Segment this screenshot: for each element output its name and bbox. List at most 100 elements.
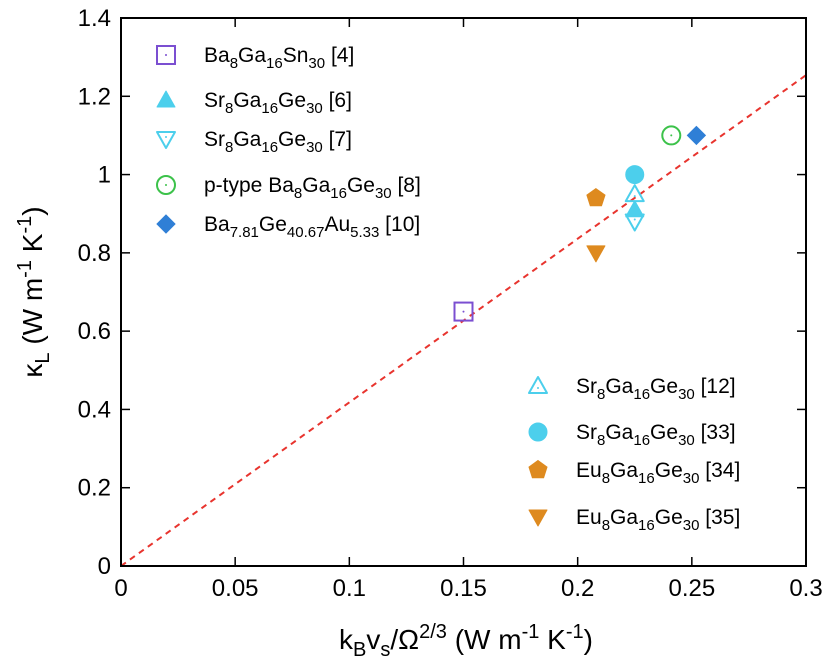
legend-label-8: Eu8Ga16Ge30 [35] (576, 506, 740, 534)
subscript: 30 (306, 139, 323, 156)
marker-shape (624, 184, 645, 203)
marker-shape (156, 175, 176, 195)
data-point-3-0 (661, 125, 682, 146)
legend-marker-7 (528, 459, 548, 479)
text-run: Ga (610, 459, 638, 482)
marker-shape (156, 131, 176, 149)
legend-label-6: Sr8Ga16Ge30 [33] (576, 421, 736, 449)
subscript: 30 (683, 517, 700, 534)
data-point-1-0 (625, 200, 645, 218)
subscript: 16 (638, 517, 655, 534)
marker-shape (528, 376, 548, 394)
text-run: Eu (576, 506, 602, 529)
text-run: Ga (610, 506, 638, 529)
subscript: 30 (683, 470, 700, 487)
x-tick-label: 0.15 (440, 575, 487, 602)
subscript: 8 (602, 470, 610, 487)
legend-marker-1 (156, 90, 176, 108)
text-run: [10] (379, 213, 420, 236)
text-run: Ga (233, 89, 261, 112)
marker-shape (453, 301, 474, 322)
subscript: 16 (633, 386, 650, 403)
legend-marker-6 (528, 422, 548, 442)
superscript: -1 (522, 621, 540, 643)
subscript: 8 (225, 139, 233, 156)
marker-shape (528, 459, 548, 479)
subscript: 30 (308, 55, 325, 72)
text-run: [4] (325, 44, 354, 67)
text-run: Ba (204, 213, 230, 236)
text-run: Ge (278, 89, 306, 112)
x-axis-title: kBvs/Ω2/3 (W m-1 K-1) (339, 621, 593, 661)
marker-shape (625, 200, 645, 218)
text-run: K (17, 233, 48, 260)
subscript: 5.33 (350, 224, 379, 241)
y-tick-label: 0.2 (78, 475, 111, 502)
y-tick-label: 0 (98, 553, 111, 580)
subscript: 8 (294, 185, 302, 202)
legend-label-4: Ba7.81Ge40.67Au5.33 [10] (204, 213, 420, 241)
marker-shape (528, 422, 548, 442)
marker-shape (661, 125, 682, 146)
y-tick-label: 0.4 (78, 396, 111, 423)
text-run: Ba (204, 44, 230, 67)
legend-marker-2 (156, 131, 176, 149)
text-run: [12] (695, 375, 736, 398)
subscript: 8 (597, 432, 605, 449)
x-tick-label: 0.2 (561, 575, 594, 602)
text-run: [35] (699, 506, 740, 529)
text-run: v (366, 624, 380, 655)
marker-shape (156, 214, 176, 234)
text-run: K (539, 624, 566, 655)
legend-label-5: Sr8Ga16Ge30 [12] (576, 375, 736, 403)
subscript: 30 (678, 432, 695, 449)
subscript: 30 (375, 185, 392, 202)
y-tick-label: 1.4 (78, 5, 111, 32)
marker-center-dot (537, 387, 539, 389)
text-run: Ge (347, 174, 375, 197)
data-point-6-0 (625, 165, 645, 185)
data-point-0-0 (453, 301, 474, 322)
y-axis-title-group: κL (W m-1 K-1) (14, 206, 54, 377)
marker-shape (586, 187, 606, 207)
legend-label-7: Eu8Ga16Ge30 [34] (576, 459, 740, 487)
legend-marker-4 (156, 214, 176, 234)
x-tick-label: 0 (114, 575, 127, 602)
text-run: k (339, 624, 354, 655)
data-point-8-0 (586, 245, 606, 263)
x-tick-label: 0.05 (212, 575, 259, 602)
text-run: Ge (650, 421, 678, 444)
text-run: Ge (259, 213, 287, 236)
superscript: -1 (14, 216, 36, 234)
subscript: 8 (602, 517, 610, 534)
text-run: [33] (695, 421, 736, 444)
subscript: 30 (306, 100, 323, 117)
subscript: 30 (678, 386, 695, 403)
subscript: 8 (597, 386, 605, 403)
text-run: (W m (17, 278, 48, 353)
y-tick-label: 0.6 (78, 318, 111, 345)
marker-center-dot (633, 195, 636, 198)
legend-label-2: Sr8Ga16Ge30 [7] (204, 128, 352, 156)
legend-marker-8 (528, 509, 548, 527)
text-run: Ga (238, 44, 266, 67)
marker-center-dot (633, 218, 636, 221)
legend: Ba8Ga16Sn30 [4]Sr8Ga16Ge30 [6]Sr8Ga16Ge3… (156, 44, 740, 534)
superscript: -1 (566, 621, 584, 643)
marker-shape (686, 125, 707, 146)
text-run: Ga (302, 174, 330, 197)
text-run: [7] (323, 128, 352, 151)
text-run: κ (17, 363, 48, 378)
data-marks (453, 125, 707, 322)
text-run: ) (17, 206, 48, 215)
text-run: ) (584, 624, 593, 655)
subscript: 8 (225, 100, 233, 117)
data-point-4-0 (686, 125, 707, 146)
marker-shape (156, 90, 176, 108)
subscript: 16 (330, 185, 347, 202)
subscript: 16 (261, 139, 278, 156)
axes: 0 0.05 0.1 0.15 0.2 0.25 0.3 0 0.2 0.4 0.6 0.8 1 1.2 1… (14, 5, 823, 661)
marker-shape (624, 213, 645, 232)
text-run: Eu (576, 459, 602, 482)
